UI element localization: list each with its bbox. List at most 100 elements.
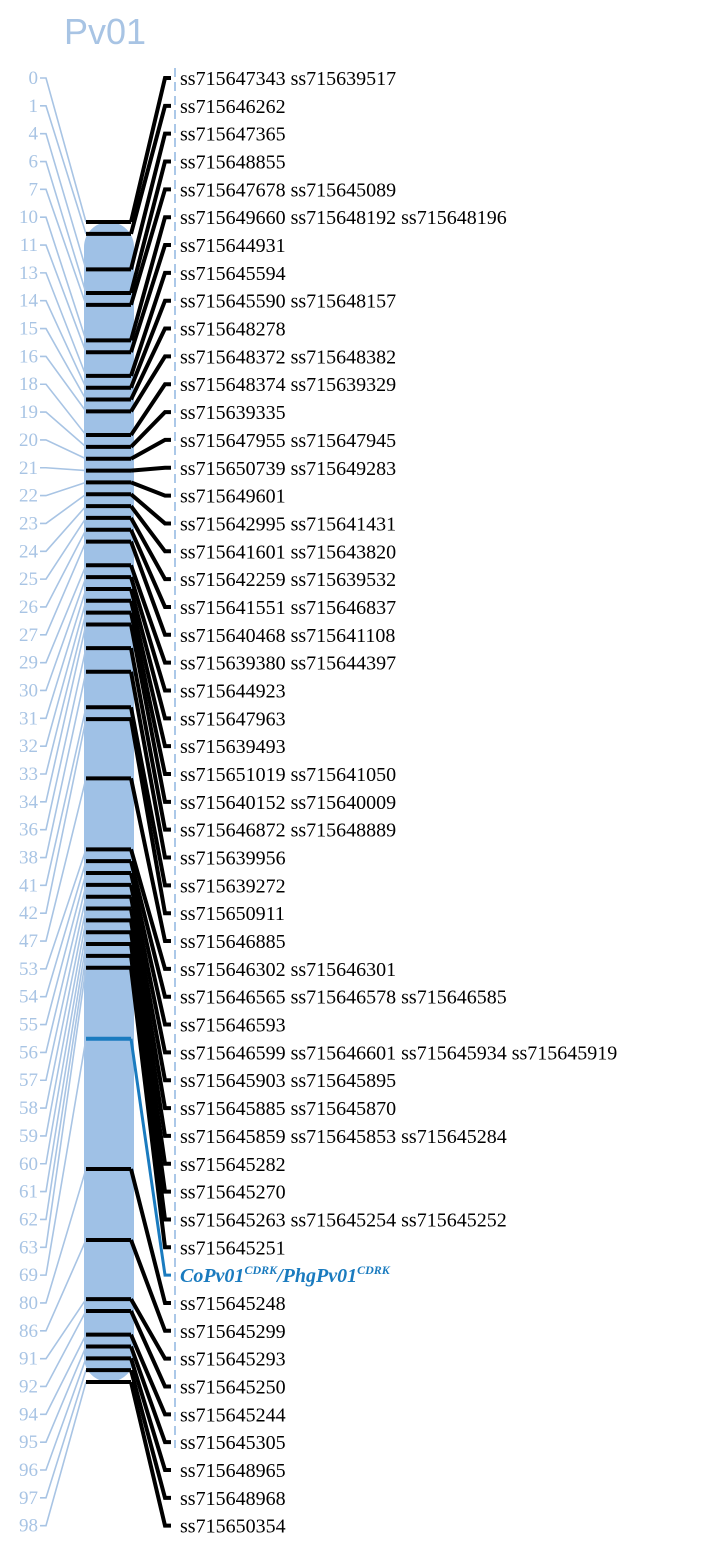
chromosome-bar — [84, 222, 134, 1382]
position-label: 38 — [19, 848, 38, 869]
position-connector — [40, 564, 87, 664]
marker-label: ss715651019 ss715641050 — [180, 764, 396, 786]
position-connector — [40, 647, 87, 831]
marker-label: ss715650911 — [180, 903, 285, 925]
position-connector — [40, 327, 87, 400]
marker-label: ss715645270 — [180, 1182, 286, 1204]
position-label: 61 — [19, 1182, 38, 1203]
marker-connector — [129, 1381, 171, 1528]
marker-label: ss715647963 — [180, 708, 286, 730]
position-connector — [40, 132, 87, 270]
marker-label: ss715650354 — [180, 1516, 286, 1538]
position-label: 23 — [19, 513, 38, 534]
marker-label: ss715645299 — [180, 1321, 286, 1343]
position-label: 15 — [19, 319, 38, 340]
position-connector — [40, 244, 87, 353]
position-connector — [40, 1381, 87, 1527]
marker-connector — [130, 437, 171, 461]
position-connector — [40, 355, 87, 412]
position-label: 58 — [19, 1098, 38, 1119]
position-connector — [40, 849, 87, 970]
marker-label: ss715645248 — [180, 1293, 286, 1315]
marker-connector — [129, 860, 171, 999]
marker-label: ss715640152 ss715640009 — [180, 792, 396, 814]
marker-connector — [129, 131, 171, 270]
marker-label: ss715649601 — [180, 486, 286, 508]
position-label: 97 — [19, 1488, 38, 1509]
position-connector — [40, 439, 87, 460]
marker-connector — [129, 243, 171, 353]
position-label: 56 — [19, 1042, 38, 1063]
marker-connector — [129, 1357, 171, 1472]
marker-label: ss715639380 ss715644397 — [180, 653, 396, 675]
marker-label: ss715645282 — [180, 1154, 286, 1176]
position-connector — [40, 1310, 87, 1388]
marker-label: ss715640468 ss715641108 — [180, 625, 395, 647]
marker-label: ss715646872 ss715648889 — [180, 820, 396, 842]
position-label: 41 — [19, 875, 38, 896]
marker-label: ss715646565 ss715646578 ss715646585 — [180, 987, 507, 1009]
position-label: 63 — [19, 1237, 38, 1258]
marker-connector — [129, 270, 171, 377]
position-connector — [40, 160, 87, 294]
position-connector — [40, 671, 87, 859]
marker-label: ss715649660 ss715648192 ss715648196 — [180, 207, 507, 229]
marker-connector — [129, 943, 171, 1194]
position-label: 19 — [19, 402, 38, 423]
qtl-sup-2: CDRK — [357, 1263, 391, 1277]
marker-label: ss715647365 — [180, 124, 286, 146]
marker-connector — [129, 706, 171, 888]
marker-label: ss715648968 — [180, 1488, 286, 1510]
marker-label: ss715641601 ss715643820 — [180, 541, 396, 563]
position-connector — [40, 884, 87, 1054]
marker-label: ss715648965 — [180, 1460, 286, 1482]
position-label: 55 — [19, 1015, 38, 1036]
position-label: 98 — [19, 1516, 38, 1537]
marker-connector — [129, 354, 171, 413]
position-connector — [40, 955, 87, 1221]
position-label: 36 — [19, 820, 38, 841]
marker-connector — [129, 718, 171, 916]
position-label: 30 — [19, 680, 38, 701]
marker-label: ss715646885 — [180, 931, 286, 953]
position-label: 24 — [19, 541, 39, 562]
marker-connector — [129, 967, 171, 1250]
position-label: 13 — [19, 263, 38, 284]
marker-connector — [129, 647, 171, 832]
linkage-group-title: Pv01 — [64, 11, 146, 52]
position-connector — [40, 529, 87, 608]
position-connector — [40, 943, 87, 1193]
marker-label: ss715639493 — [180, 736, 286, 758]
marker-label: ss715645903 ss715645895 — [180, 1070, 396, 1092]
position-label: 54 — [19, 987, 39, 1008]
position-connector — [40, 1358, 87, 1471]
marker-connector — [129, 920, 171, 1138]
position-label: 95 — [19, 1432, 38, 1453]
position-label: 32 — [19, 736, 38, 757]
position-label: 25 — [19, 569, 38, 590]
position-label: 29 — [19, 653, 38, 674]
marker-connector — [129, 931, 171, 1166]
marker-connector — [130, 465, 171, 473]
marker-connector — [129, 955, 171, 1222]
position-connector — [40, 967, 87, 1249]
position-connector — [40, 896, 87, 1082]
marker-label: ss715646262 — [180, 96, 286, 118]
position-connector — [40, 1239, 87, 1332]
position-connector — [40, 216, 87, 341]
marker-label: ss715645885 ss715645870 — [180, 1098, 396, 1120]
marker-label: ss715644923 — [180, 680, 286, 702]
marker-label: ss715645293 — [180, 1349, 286, 1371]
position-connector — [40, 517, 87, 580]
position-connector — [40, 1168, 87, 1304]
marker-label: ss715646302 ss715646301 — [180, 959, 396, 981]
position-connector — [40, 77, 87, 223]
position-connector — [40, 920, 87, 1137]
position-label: 80 — [19, 1293, 38, 1314]
marker-label: ss715639335 — [180, 402, 286, 424]
marker-label: ss715644931 — [180, 235, 286, 257]
marker-connector — [129, 528, 171, 609]
marker-connector — [129, 908, 171, 1111]
position-label: 27 — [19, 625, 38, 646]
